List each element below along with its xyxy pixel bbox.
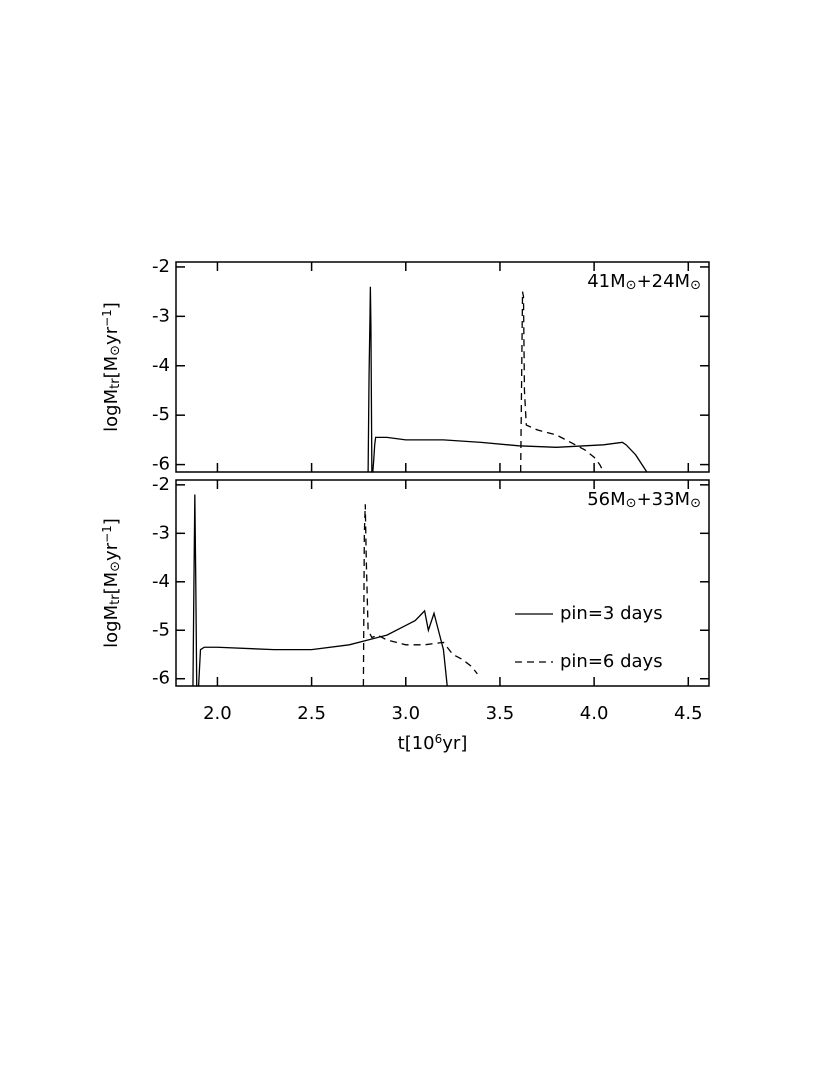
- text-segment: −1: [100, 309, 114, 327]
- data-line: [367, 286, 648, 473]
- annotation: 41M⊙+24M⊙: [587, 271, 701, 293]
- text-segment: ]: [101, 302, 122, 309]
- text-segment: tr: [108, 594, 123, 605]
- y-tick-label: -2: [152, 256, 170, 277]
- text-segment: ⊙: [626, 496, 637, 511]
- legend-label: pin=6 days: [560, 651, 663, 672]
- y-tick-label: -5: [152, 619, 170, 640]
- text-segment: ]: [101, 518, 122, 525]
- legend-label: pin=3 days: [560, 603, 663, 624]
- text-segment: yr: [101, 542, 122, 561]
- y-axis-label: logMtr[M⊙yr−1]: [100, 302, 124, 432]
- y-tick-label: -6: [152, 454, 170, 475]
- text-segment: ⊙: [690, 278, 701, 293]
- text-segment: +24M: [637, 271, 691, 292]
- text-segment: logM: [101, 389, 122, 432]
- text-segment: ⊙: [690, 496, 701, 511]
- text-segment: yr: [101, 326, 122, 345]
- x-tick-label: 3.0: [391, 703, 420, 724]
- x-axis-label: t[106yr]: [398, 732, 468, 754]
- data-line: [520, 291, 605, 473]
- y-tick-label: -3: [152, 522, 170, 543]
- text-segment: [M: [101, 572, 122, 595]
- y-axis-label: logMtr[M⊙yr−1]: [100, 518, 124, 648]
- plot-frame: [175, 261, 710, 473]
- y-tick-label: -4: [152, 571, 170, 592]
- y-tick-label: -3: [152, 305, 170, 326]
- text-segment: t[10: [398, 733, 435, 754]
- x-tick-label: 4.0: [580, 703, 609, 724]
- annotation: 56M⊙+33M⊙: [587, 489, 701, 511]
- y-tick-label: -2: [152, 474, 170, 495]
- text-segment: +33M: [637, 489, 691, 510]
- text-segment: tr: [108, 378, 123, 389]
- x-tick-label: 2.5: [297, 703, 326, 724]
- data-line: [362, 504, 478, 687]
- text-segment: logM: [101, 605, 122, 648]
- y-tick-label: -4: [152, 355, 170, 376]
- text-segment: ⊙: [108, 561, 123, 572]
- text-segment: −1: [100, 525, 114, 543]
- x-tick-label: 4.5: [674, 703, 703, 724]
- text-segment: yr]: [442, 733, 467, 754]
- data-line: [192, 494, 448, 687]
- text-segment: [M: [101, 356, 122, 379]
- text-segment: ⊙: [108, 345, 123, 356]
- y-tick-label: -6: [152, 668, 170, 689]
- text-segment: 41M: [587, 271, 625, 292]
- plot-frame: [175, 479, 710, 687]
- x-tick-label: 3.5: [486, 703, 515, 724]
- x-tick-label: 2.0: [203, 703, 232, 724]
- y-tick-label: -5: [152, 404, 170, 425]
- text-segment: 6: [435, 732, 443, 746]
- text-segment: 56M: [587, 489, 625, 510]
- text-segment: ⊙: [626, 278, 637, 293]
